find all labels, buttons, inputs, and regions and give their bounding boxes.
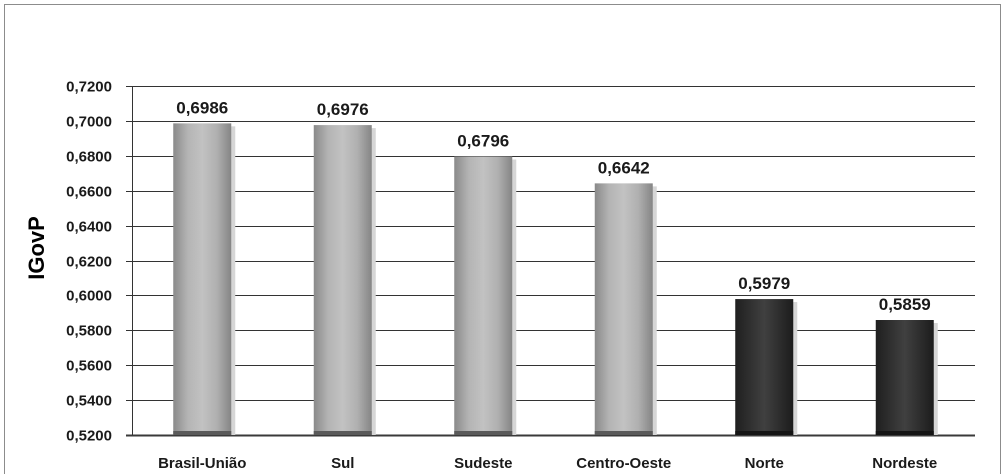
y-tick-label: 0,5200 [66,428,112,445]
y-axis-ticks: 0,5200 0,5400 0,5600 0,5800 0,6000 0,6200 0,64… [66,79,112,445]
y-tick-label: 0,7000 [66,114,112,131]
category-label: Centro-Oeste [576,455,671,470]
y-tick-label: 0,5600 [66,358,112,375]
data-label: 0,6642 [598,158,650,177]
data-label: 0,6796 [457,131,509,150]
data-label: 0,5979 [738,274,790,293]
bar [454,156,513,436]
y-tick-label: 0,5800 [66,323,112,340]
bar-base [594,431,653,435]
bar [875,320,934,435]
x-axis-categories: Brasil-União Sul Sudeste Centro-Oeste Norte N… [158,455,937,470]
y-tick-label: 0,6800 [66,149,112,166]
bar-base [173,431,232,435]
data-labels: 0,6986 0,6976 0,6796 0,6642 0,5979 0,5859 [176,98,931,314]
data-label: 0,6986 [176,98,228,117]
bar-base [313,431,372,435]
category-label: Nordeste [872,455,937,470]
y-tick-label: 0,6400 [66,219,112,236]
y-tick-label: 0,5400 [66,393,112,410]
y-tick-label: 0,6000 [66,288,112,305]
y-tick-label: 0,7200 [66,79,112,96]
category-label: Sudeste [454,455,512,470]
category-label: Brasil-União [158,455,246,470]
gridlines [126,86,975,437]
bar-base [454,431,513,435]
category-label: Norte [745,455,784,470]
bars [173,123,938,436]
data-label: 0,5859 [879,295,931,314]
bar [735,299,794,435]
data-label: 0,6976 [317,100,369,119]
bar [313,125,372,435]
chart-frame [4,4,1001,474]
y-tick-label: 0,6600 [66,184,112,201]
bar [594,183,653,435]
y-tick-label: 0,6200 [66,254,112,271]
y-axis-title: IGovP [24,216,49,280]
category-label: Sul [331,455,354,470]
bar [173,123,232,435]
bar-base [735,431,794,435]
bar-base [875,431,934,435]
